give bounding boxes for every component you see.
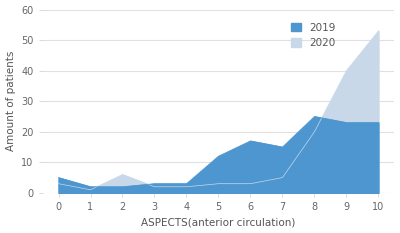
X-axis label: ASPECTS(anterior circulation): ASPECTS(anterior circulation) xyxy=(141,217,296,227)
Legend: 2019, 2020: 2019, 2020 xyxy=(287,18,340,52)
Y-axis label: Amount of patients: Amount of patients xyxy=(6,51,16,151)
